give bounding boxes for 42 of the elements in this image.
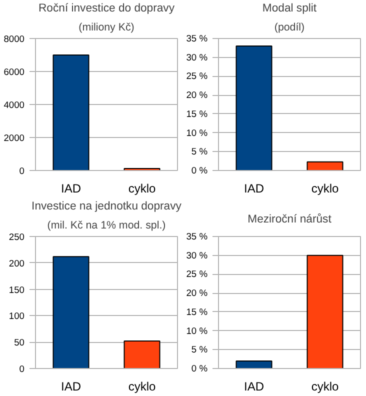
y-tick-label: 35 % (186, 34, 208, 44)
y-tick-label: 20 % (186, 288, 208, 298)
x-tick-label: IAD (61, 182, 82, 196)
x-tick-label: cyklo (128, 380, 156, 394)
y-tick-label: 8000 (4, 34, 25, 44)
y-tick-label: 25 % (186, 269, 208, 280)
y-tick-label: 250 (8, 232, 25, 242)
chart-title: Roční investice do dopravy (38, 2, 175, 14)
y-tick-label: 0 (19, 166, 25, 176)
x-tick-label: IAD (61, 380, 82, 394)
x-tick-label: IAD (244, 182, 264, 196)
y-tick-label: 200 (8, 258, 25, 268)
chart-title: Meziroční nárůst (248, 212, 332, 226)
y-tick-label: 0 % (191, 166, 208, 176)
y-tick-label: 15 % (186, 108, 208, 119)
x-tick-label: cyklo (311, 182, 339, 196)
x-tick-label: cyklo (128, 182, 156, 196)
y-tick-label: 6000 (4, 67, 25, 77)
chart-title: Investice na jednotku dopravy (32, 200, 182, 212)
y-tick-label: 10 % (186, 128, 208, 138)
chart-title: Modal split (262, 2, 318, 14)
y-tick-label: 100 (8, 311, 25, 322)
y-tick-label: 50 (14, 338, 25, 348)
chart-subtitle: (miliony Kč) (78, 22, 134, 34)
y-tick-label: 2000 (4, 133, 25, 143)
y-tick-label: 20 % (186, 90, 208, 100)
y-tick-label: 25 % (186, 71, 208, 82)
y-tick-label: 10 % (186, 326, 208, 336)
y-tick-label: 35 % (186, 232, 208, 242)
y-tick-label: 150 (8, 284, 25, 295)
chart-subtitle: (podíl) (274, 22, 305, 34)
x-tick-label: cyklo (311, 380, 339, 394)
y-tick-label: 5 % (191, 344, 208, 355)
y-tick-label: 4000 (4, 100, 25, 110)
x-tick-label: IAD (244, 380, 264, 394)
y-tick-label: 0 % (191, 364, 208, 374)
y-tick-label: 0 (19, 364, 25, 374)
y-tick-label: 5 % (191, 146, 208, 157)
y-tick-label: 30 % (186, 250, 208, 260)
y-tick-label: 15 % (186, 306, 208, 317)
chart-subtitle: (mil. Kč na 1% mod. spl.) (47, 220, 166, 232)
y-tick-label: 30 % (186, 52, 208, 62)
